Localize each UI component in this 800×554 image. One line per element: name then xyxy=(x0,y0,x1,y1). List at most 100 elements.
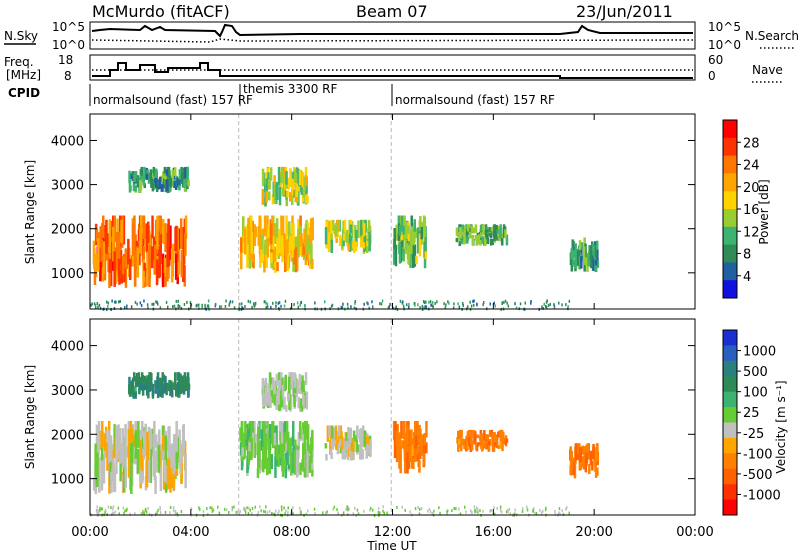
vel-ground-scatter xyxy=(281,508,283,512)
power-echo-cell xyxy=(276,262,279,272)
vel-echo-cell xyxy=(146,441,149,461)
power-ground-scatter xyxy=(482,303,484,307)
power-echo-cell xyxy=(273,184,277,204)
vel-ground-scatter xyxy=(568,511,570,515)
power-ground-scatter xyxy=(106,308,108,312)
vel-echo-cell xyxy=(167,386,171,392)
power-echo-cell xyxy=(138,242,141,266)
vel-echo-cell xyxy=(112,458,115,482)
power-echo-cell xyxy=(458,232,461,238)
vel-ground-scatter xyxy=(526,508,529,512)
power-ground-scatter xyxy=(501,301,503,305)
vel-ground-scatter xyxy=(271,512,273,516)
power-ground-scatter xyxy=(97,305,99,309)
power-echo-cell xyxy=(477,234,480,244)
vel-echo-cell xyxy=(302,380,305,397)
power-ground-scatter xyxy=(506,301,508,305)
vel-echo-cell xyxy=(101,421,104,449)
vel-echo-cell xyxy=(299,398,303,408)
vel-ground-scatter xyxy=(471,511,473,514)
beam-title: Beam 07 xyxy=(356,2,428,21)
vel-echo-cell xyxy=(494,434,497,440)
vel-ground-scatter xyxy=(142,510,144,514)
vel-ground-scatter xyxy=(300,510,302,514)
power-ground-scatter xyxy=(387,306,390,310)
vel-echo-cell xyxy=(261,378,265,390)
vel-echo-cell xyxy=(277,372,281,387)
vel-echo-cell xyxy=(168,425,171,454)
vel-echo-cell xyxy=(486,434,490,440)
power-ground-scatter xyxy=(507,304,510,308)
vel-echo-cell xyxy=(401,440,404,449)
vel-echo-cell xyxy=(247,428,250,441)
power-ground-scatter xyxy=(367,302,369,306)
vel-echo-cell xyxy=(403,440,406,453)
vel-ground-scatter xyxy=(325,511,327,515)
vel-ground-scatter xyxy=(322,511,324,515)
vel-echo-cell xyxy=(286,431,290,452)
vel-ground-scatter xyxy=(245,510,247,514)
vel-echo-cell xyxy=(499,437,502,442)
power-ground-scatter xyxy=(266,305,269,309)
power-echo-cell xyxy=(280,225,284,235)
y-tick-label: 1000 xyxy=(51,267,84,282)
vel-ground-scatter xyxy=(247,512,250,515)
vel-echo-cell xyxy=(458,429,462,439)
power-ground-scatter xyxy=(124,306,126,309)
y-tick-label: 3000 xyxy=(51,179,84,194)
velocity-colorbar-tick-label: -1000 xyxy=(743,488,781,503)
vel-ground-scatter xyxy=(566,506,568,510)
power-ground-scatter xyxy=(107,305,109,309)
vel-echo-cell xyxy=(92,477,96,491)
vel-echo-cell xyxy=(338,425,341,436)
power-ground-scatter xyxy=(196,303,198,307)
power-echo-cell xyxy=(278,228,281,254)
power-echo-cell xyxy=(330,231,333,240)
power-colorbar-tick-label: 12 xyxy=(743,225,760,240)
vel-ground-scatter xyxy=(172,506,175,510)
power-echo-cell xyxy=(324,227,328,245)
vel-echo-cell xyxy=(253,421,256,441)
power-echo-cell xyxy=(132,253,135,267)
power-ground-scatter xyxy=(432,304,434,308)
power-ground-scatter xyxy=(524,301,526,305)
power-ground-scatter xyxy=(472,299,474,303)
vel-ground-scatter xyxy=(509,512,512,516)
power-echo-cell xyxy=(144,267,147,287)
vel-echo-cell xyxy=(154,380,157,387)
power-echo-cell xyxy=(402,248,405,261)
vel-ground-scatter xyxy=(95,509,98,513)
vel-ground-scatter xyxy=(513,512,516,516)
power-echo-cell xyxy=(270,223,273,245)
vel-echo-cell xyxy=(143,435,146,451)
power-echo-cell xyxy=(170,248,174,283)
vel-ground-scatter xyxy=(285,509,287,513)
vel-echo-cell xyxy=(171,382,174,390)
vel-echo-cell xyxy=(170,380,173,389)
vel-echo-cell xyxy=(149,376,153,381)
power-ground-scatter xyxy=(379,302,381,306)
power-echo-cell xyxy=(474,235,477,241)
power-echo-cell xyxy=(133,174,136,182)
freq-tick-bottom: 8 xyxy=(64,69,72,83)
vel-echo-cell xyxy=(334,425,338,441)
vel-echo-cell xyxy=(576,443,579,455)
vel-echo-cell xyxy=(423,452,426,466)
power-ylabel: Slant Range [km] xyxy=(23,160,37,264)
power-echo-cell xyxy=(328,232,331,244)
vel-ground-scatter xyxy=(542,509,544,513)
vel-ground-scatter xyxy=(414,507,417,511)
power-echo-cell xyxy=(148,244,151,267)
vel-echo-cell xyxy=(346,449,350,461)
power-ground-scatter xyxy=(297,305,300,309)
power-echo-cell xyxy=(295,173,299,192)
vel-ground-scatter xyxy=(174,511,177,515)
power-echo-cell xyxy=(99,226,102,249)
velocity-colorbar-swatch xyxy=(723,499,737,516)
power-echo-cell xyxy=(176,242,179,278)
power-echo-layer xyxy=(90,114,600,312)
vel-echo-cell xyxy=(463,444,466,449)
vel-echo-cell xyxy=(127,429,130,457)
power-ground-scatter xyxy=(494,304,496,308)
power-echo-cell xyxy=(402,225,405,235)
